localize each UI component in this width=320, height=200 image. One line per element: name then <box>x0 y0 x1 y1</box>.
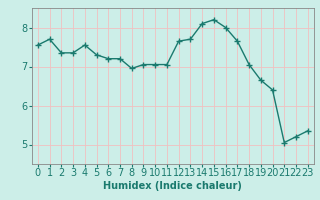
X-axis label: Humidex (Indice chaleur): Humidex (Indice chaleur) <box>103 181 242 191</box>
